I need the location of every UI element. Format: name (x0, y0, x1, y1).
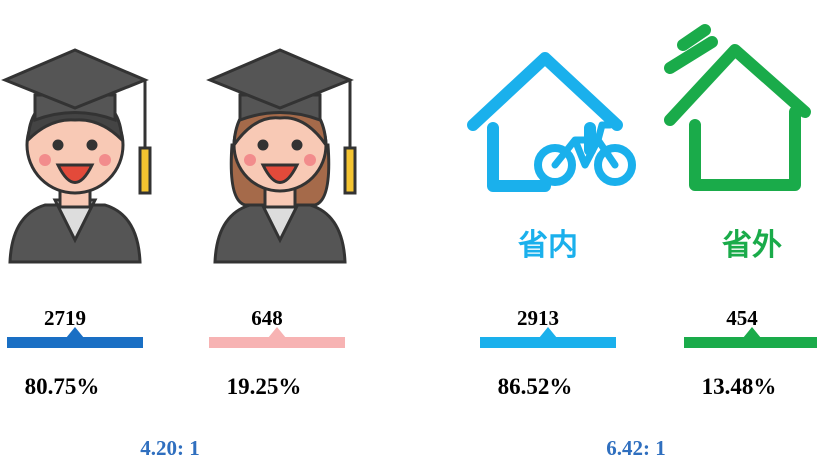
pointer (66, 327, 84, 338)
percent: 13.48% (702, 374, 777, 399)
bar (209, 337, 345, 348)
female-graduate-icon (206, 48, 357, 264)
other-province-icon (664, 24, 811, 191)
count: 2913 (517, 306, 559, 330)
pointer (268, 327, 286, 338)
category-label: 省内 (518, 228, 578, 263)
percent: 86.52% (498, 374, 573, 399)
ratio: 6.42: 1 (606, 436, 666, 460)
percent: 19.25% (227, 374, 302, 399)
count: 2719 (44, 306, 86, 330)
pointer (743, 327, 761, 338)
count: 648 (251, 306, 283, 330)
bar (480, 337, 616, 348)
percent: 80.75% (25, 374, 100, 399)
home-province-icon (467, 52, 636, 192)
category-label: 省外 (722, 228, 782, 263)
male-graduate-icon (1, 48, 152, 264)
bar (7, 337, 143, 348)
pointer (539, 327, 557, 338)
count: 454 (726, 306, 758, 330)
bar (684, 337, 817, 348)
ratio: 4.20: 1 (140, 436, 200, 460)
